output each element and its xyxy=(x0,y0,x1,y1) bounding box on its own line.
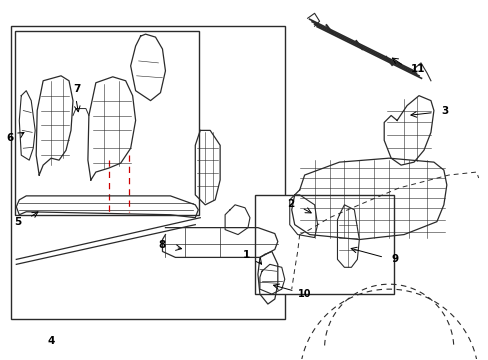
Text: 2: 2 xyxy=(287,199,294,209)
Text: 9: 9 xyxy=(390,255,397,264)
Text: 10: 10 xyxy=(297,289,310,299)
Text: 1: 1 xyxy=(242,251,249,260)
Bar xyxy=(254,195,393,294)
Text: 4: 4 xyxy=(47,336,55,346)
Text: 11: 11 xyxy=(410,64,425,74)
Text: 3: 3 xyxy=(440,105,447,116)
Bar xyxy=(11,26,284,319)
Text: 5: 5 xyxy=(14,217,21,227)
Text: 7: 7 xyxy=(73,84,81,94)
Bar xyxy=(15,31,199,215)
Text: 8: 8 xyxy=(158,240,165,251)
Text: 6: 6 xyxy=(6,133,13,143)
